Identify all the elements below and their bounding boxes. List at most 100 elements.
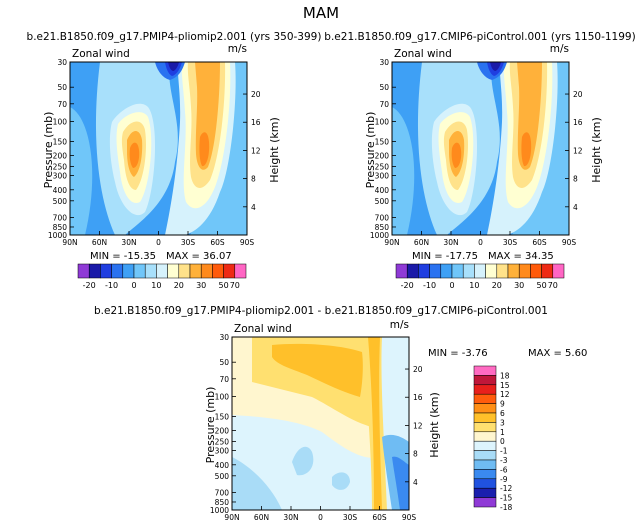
x-tick-label: 90S	[402, 513, 417, 522]
colorbar-label: -15	[500, 494, 512, 503]
y-tick-label: 850	[375, 223, 390, 232]
y-tick-label: 400	[375, 186, 390, 195]
colorbar-label: 1	[500, 428, 505, 437]
colorbar-label: 50	[219, 281, 229, 290]
colorbar-swatch	[473, 422, 497, 433]
panel-title: b.e21.B1850.f09_g17.PMIP4-pliomip2.001 (…	[27, 31, 322, 43]
x-tick-label: 0	[318, 513, 323, 522]
x-tick-label: 60S	[210, 238, 225, 247]
y-tick-label: 700	[375, 213, 390, 222]
colorbar-swatch	[418, 263, 430, 279]
height-tick-label: 12	[573, 146, 583, 155]
y-tick-label: 100	[215, 392, 230, 401]
colorbar-label: 10	[469, 281, 479, 290]
x-tick-label: 90S	[240, 238, 255, 247]
colorbar-label: 12	[500, 390, 510, 399]
x-tick-label: 90S	[562, 238, 577, 247]
colorbar-label: -1	[500, 447, 508, 456]
colorbar-swatch	[100, 263, 112, 279]
colorbar-label: 9	[500, 400, 505, 409]
colorbar-swatch	[440, 263, 453, 279]
height-tick-label: 20	[573, 90, 583, 99]
colorbar-swatch	[473, 393, 497, 404]
colorbar-swatch	[212, 263, 224, 279]
colorbar-swatch	[473, 469, 497, 480]
y-tick-label: 300	[53, 172, 68, 181]
height-tick-label: 20	[413, 365, 423, 374]
colorbar: -20 -10 0 10 20 30 50 70	[77, 263, 247, 290]
colorbar-swatch	[552, 263, 565, 279]
axes: 305070100150200250300400500700850100090N…	[370, 58, 583, 247]
colorbar-swatch	[77, 263, 90, 279]
x-tick-label: 0	[156, 238, 161, 247]
colorbar-label: -3	[500, 456, 508, 465]
units-label: m/s	[390, 319, 409, 331]
colorbar-label: 30	[196, 281, 206, 290]
colorbar-swatch	[496, 263, 509, 279]
x-tick-label: 30S	[181, 238, 196, 247]
colorbar-swatch	[473, 403, 497, 414]
contour-fill	[232, 337, 409, 510]
height-tick-label: 4	[251, 203, 256, 212]
height-tick-label: 16	[573, 118, 583, 127]
colorbar-label: 30	[514, 281, 524, 290]
y-tick-label: 200	[53, 152, 68, 161]
colorbar-label: 0	[449, 281, 454, 290]
colorbar-swatch	[518, 263, 531, 279]
colorbar-swatch	[406, 263, 419, 279]
y-tick-label: 70	[219, 375, 229, 384]
colorbar-swatch	[473, 497, 497, 508]
height-tick-label: 16	[413, 393, 423, 402]
colorbar-label: 20	[492, 281, 502, 290]
y-tick-label: 500	[53, 197, 68, 206]
contour-fill	[392, 62, 569, 235]
colorbar-swatch	[178, 263, 191, 279]
colorbar-swatch	[88, 263, 101, 279]
max-label: MAX = 34.35	[488, 251, 554, 262]
x-tick-label: 60S	[532, 238, 547, 247]
colorbar-swatch	[462, 263, 475, 279]
colorbar-swatch	[473, 375, 497, 386]
x-tick-label: 90N	[224, 513, 239, 522]
variable-label: Zonal wind	[234, 323, 292, 335]
height-tick-label: 12	[251, 146, 261, 155]
colorbar-label: -18	[500, 503, 512, 512]
colorbar-swatch	[474, 263, 486, 279]
height-tick-label: 8	[413, 450, 418, 459]
y-tick-label: 500	[375, 197, 390, 206]
colorbar-swatch	[473, 384, 497, 395]
colorbar-label: 20	[174, 281, 184, 290]
units-label: m/s	[228, 43, 247, 55]
y-axis-label-right: Height (km)	[590, 117, 603, 183]
colorbar-label: -9	[500, 475, 508, 484]
y-tick-label: 850	[53, 223, 68, 232]
y-tick-label: 70	[379, 100, 389, 109]
colorbar-swatch	[156, 263, 168, 279]
colorbar-swatch	[473, 431, 497, 442]
colorbar-label: 50	[537, 281, 547, 290]
y-tick-label: 150	[215, 412, 230, 421]
y-tick-label: 1000	[370, 231, 389, 240]
colorbar-swatch	[189, 263, 202, 279]
colorbar-swatch	[485, 263, 498, 279]
panel-picontrol: b.e21.B1850.f09_g17.CMIP6-piControl.001 …	[324, 31, 635, 290]
x-tick-label: 30N	[443, 238, 458, 247]
y-tick-label: 400	[215, 461, 230, 470]
colorbar-label: -6	[500, 465, 508, 474]
colorbar-swatch	[111, 263, 124, 279]
height-tick-label: 8	[573, 175, 578, 184]
colorbar-swatch	[395, 263, 408, 279]
y-tick-label: 850	[215, 498, 230, 507]
colorbar-swatch	[530, 263, 542, 279]
y-tick-label: 300	[375, 172, 390, 181]
axes: 305070100150200250300400500700850100090N…	[210, 333, 423, 522]
colorbar-swatch	[451, 263, 464, 279]
x-tick-label: 90N	[384, 238, 399, 247]
y-axis-label-right: Height (km)	[268, 117, 281, 183]
y-axis-label-right: Height (km)	[428, 392, 441, 458]
colorbar-swatch	[473, 478, 497, 489]
y-axis-label: Pressure (mb)	[204, 387, 217, 464]
colorbar-label: 70	[230, 281, 240, 290]
y-tick-label: 50	[57, 83, 67, 92]
colorbar-label: -12	[500, 484, 512, 493]
